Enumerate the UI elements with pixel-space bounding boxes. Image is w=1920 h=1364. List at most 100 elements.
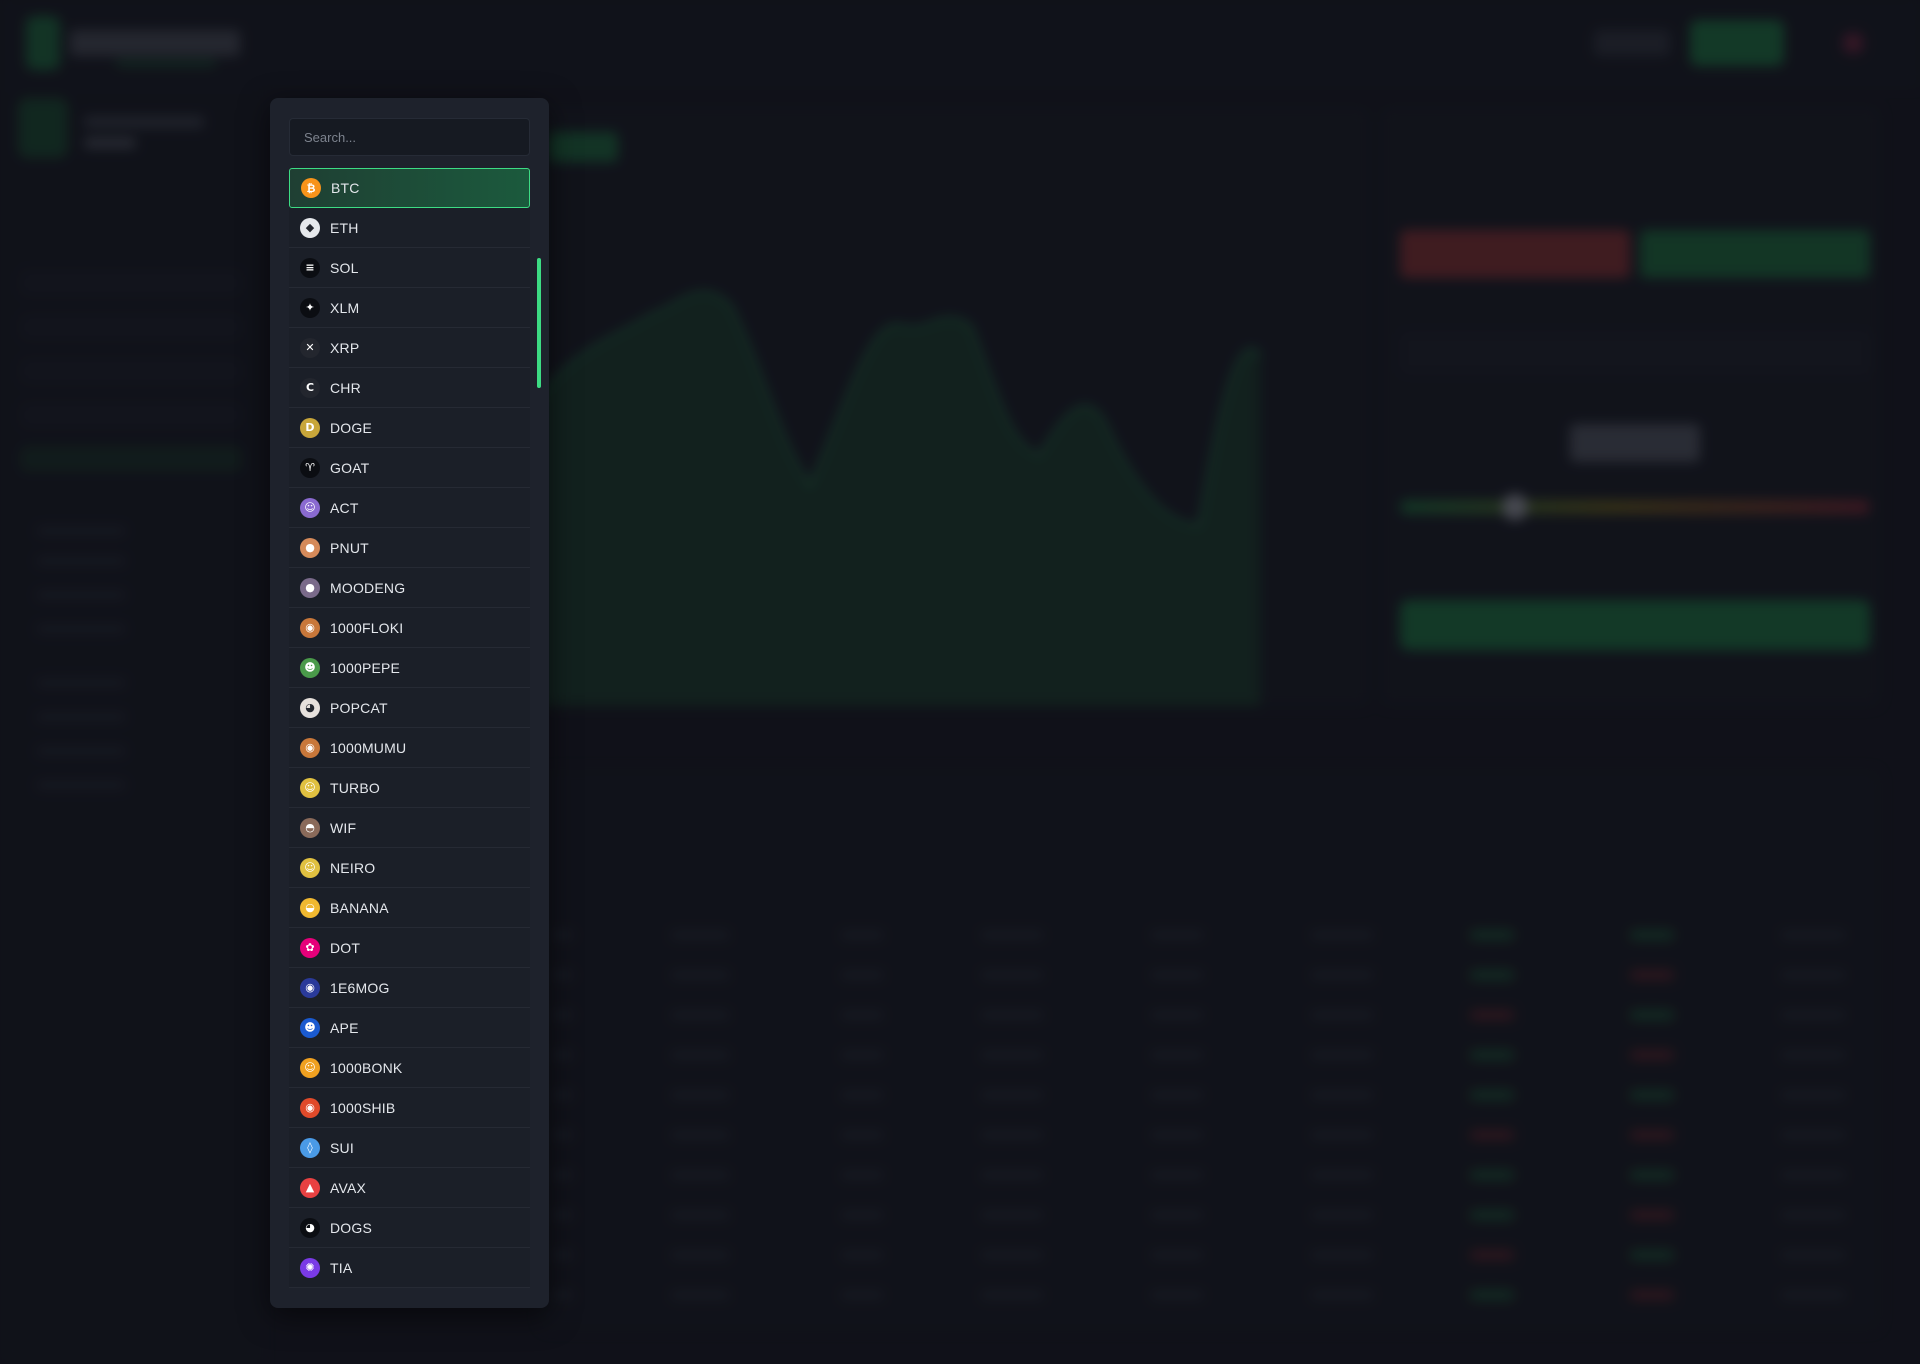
- symbol-option-1000floki[interactable]: ◉ 1000FLOKI: [289, 608, 530, 648]
- sui-icon: ◊: [300, 1137, 320, 1158]
- floki-icon: ◉: [300, 617, 320, 638]
- pnut-icon: ●: [300, 537, 320, 558]
- symbol-option-wif[interactable]: ◓ WIF: [289, 808, 530, 848]
- symbol-option-sui[interactable]: ◊ SUI: [289, 1128, 530, 1168]
- sign-up-button: [1690, 20, 1784, 66]
- symbol-label: ACT: [330, 499, 359, 516]
- symbol-label: 1000PEPE: [330, 659, 401, 676]
- symbol-option-1000shib[interactable]: ◉ 1000SHIB: [289, 1088, 530, 1128]
- symbol-option-dot[interactable]: ✿ DOT: [289, 928, 530, 968]
- symbol-option-eth[interactable]: ◆ ETH: [289, 208, 530, 248]
- symbol-option-tia[interactable]: ✺ TIA: [289, 1248, 530, 1288]
- leverage-value: [1570, 424, 1700, 462]
- popcat-icon: ◕: [300, 697, 320, 718]
- symbol-option-chr[interactable]: C CHR: [289, 368, 530, 408]
- amount-field: [1400, 332, 1870, 374]
- shib-icon: ◉: [300, 1097, 320, 1118]
- symbol-option-1000pepe[interactable]: ☻ 1000PEPE: [289, 648, 530, 688]
- sell-button: [1400, 230, 1630, 278]
- symbol-label: ETH: [330, 219, 359, 236]
- symbol-list-scrollbar[interactable]: [537, 258, 541, 388]
- wif-icon: ◓: [300, 817, 320, 838]
- symbol-label: CHR: [330, 379, 361, 396]
- symbol-label: XRP: [330, 339, 360, 356]
- symbol-option-banana[interactable]: ◒ BANANA: [289, 888, 530, 928]
- symbol-option-moodeng[interactable]: ● MOODENG: [289, 568, 530, 608]
- symbol-option-1000mumu[interactable]: ◉ 1000MUMU: [289, 728, 530, 768]
- act-icon: ☺: [300, 497, 320, 518]
- price-chart-panel: [540, 106, 1370, 706]
- symbol-label: PNUT: [330, 539, 369, 556]
- mumu-icon: ◉: [300, 737, 320, 758]
- tia-icon: ✺: [300, 1257, 320, 1278]
- eth-icon: ◆: [300, 217, 320, 238]
- site-logo: [26, 16, 246, 70]
- price-readout: [548, 132, 618, 162]
- chr-icon: C: [300, 377, 320, 398]
- sidebar: [0, 86, 262, 1364]
- symbol-option-turbo[interactable]: ☺ TURBO: [289, 768, 530, 808]
- symbol-selector-dropdown: ₿ BTC ◆ ETH ≡ SOL ✦ XLM ✕ XRP C CHR D DOGE ♈ GOAT ☺ ACT ● P…: [270, 98, 549, 1308]
- symbol-label: POPCAT: [330, 699, 388, 716]
- symbol-label: 1000FLOKI: [330, 619, 404, 636]
- pepe-icon: ☻: [300, 657, 320, 678]
- leverage-slider-knob: [1502, 494, 1528, 520]
- goat-icon: ♈: [300, 457, 320, 478]
- moodeng-icon: ●: [300, 577, 320, 598]
- symbol-option-1000bonk[interactable]: ☺ 1000BONK: [289, 1048, 530, 1088]
- symbol-option-goat[interactable]: ♈ GOAT: [289, 448, 530, 488]
- symbol-label: NEIRO: [330, 859, 376, 876]
- symbol-label: DOGS: [330, 1219, 373, 1236]
- symbol-label: 1E6MOG: [330, 979, 390, 996]
- symbol-option-neiro[interactable]: ☺ NEIRO: [289, 848, 530, 888]
- doge-icon: D: [300, 417, 320, 438]
- xrp-icon: ✕: [300, 337, 320, 358]
- symbol-list[interactable]: ₿ BTC ◆ ETH ≡ SOL ✦ XLM ✕ XRP C CHR D DOGE ♈ GOAT ☺ ACT ● P…: [289, 168, 530, 1288]
- price-chart-area: [540, 291, 1262, 706]
- symbol-option-dogs[interactable]: ◕ DOGS: [289, 1208, 530, 1248]
- symbol-option-xrp[interactable]: ✕ XRP: [289, 328, 530, 368]
- symbol-label: XLM: [330, 299, 360, 316]
- turbo-icon: ☺: [300, 777, 320, 798]
- symbol-search-input[interactable]: [289, 118, 530, 156]
- place-order-button: [1400, 600, 1870, 650]
- symbol-label: 1000SHIB: [330, 1099, 396, 1116]
- symbol-label: MOODENG: [330, 579, 406, 596]
- language-flag-icon: [1842, 32, 1864, 54]
- symbol-label: SOL: [330, 259, 359, 276]
- neiro-icon: ☺: [300, 857, 320, 878]
- symbol-option-doge[interactable]: D DOGE: [289, 408, 530, 448]
- symbol-label: 1000BONK: [330, 1059, 403, 1076]
- symbol-option-1e6mog[interactable]: ◉ 1E6MOG: [289, 968, 530, 1008]
- symbol-option-btc[interactable]: ₿ BTC: [289, 168, 530, 208]
- ape-icon: ☻: [300, 1017, 320, 1038]
- symbol-option-act[interactable]: ☺ ACT: [289, 488, 530, 528]
- avatar: [18, 98, 68, 158]
- symbol-option-xlm[interactable]: ✦ XLM: [289, 288, 530, 328]
- symbol-label: DOGE: [330, 419, 373, 436]
- dot-icon: ✿: [300, 937, 320, 958]
- symbol-label: BANANA: [330, 899, 389, 916]
- symbol-option-avax[interactable]: ▲ AVAX: [289, 1168, 530, 1208]
- symbol-label: TURBO: [330, 779, 380, 796]
- symbol-label: BTC: [331, 180, 360, 196]
- symbol-option-pnut[interactable]: ● PNUT: [289, 528, 530, 568]
- symbol-label: SUI: [330, 1139, 354, 1156]
- symbol-option-ape[interactable]: ☻ APE: [289, 1008, 530, 1048]
- bonk-icon: ☺: [300, 1057, 320, 1078]
- btc-icon: ₿: [301, 178, 321, 198]
- symbol-label: TIA: [330, 1259, 353, 1276]
- avax-icon: ▲: [300, 1177, 320, 1198]
- xlm-icon: ✦: [300, 297, 320, 318]
- symbol-label: GOAT: [330, 459, 370, 476]
- top-bar: [0, 0, 1920, 86]
- symbol-option-sol[interactable]: ≡ SOL: [289, 248, 530, 288]
- mog-icon: ◉: [300, 977, 320, 998]
- symbol-option-popcat[interactable]: ◕ POPCAT: [289, 688, 530, 728]
- symbol-label: APE: [330, 1019, 359, 1036]
- sol-icon: ≡: [300, 257, 320, 278]
- dogs-icon: ◕: [300, 1217, 320, 1238]
- symbol-label: WIF: [330, 819, 357, 836]
- sign-in-button: [1594, 30, 1670, 56]
